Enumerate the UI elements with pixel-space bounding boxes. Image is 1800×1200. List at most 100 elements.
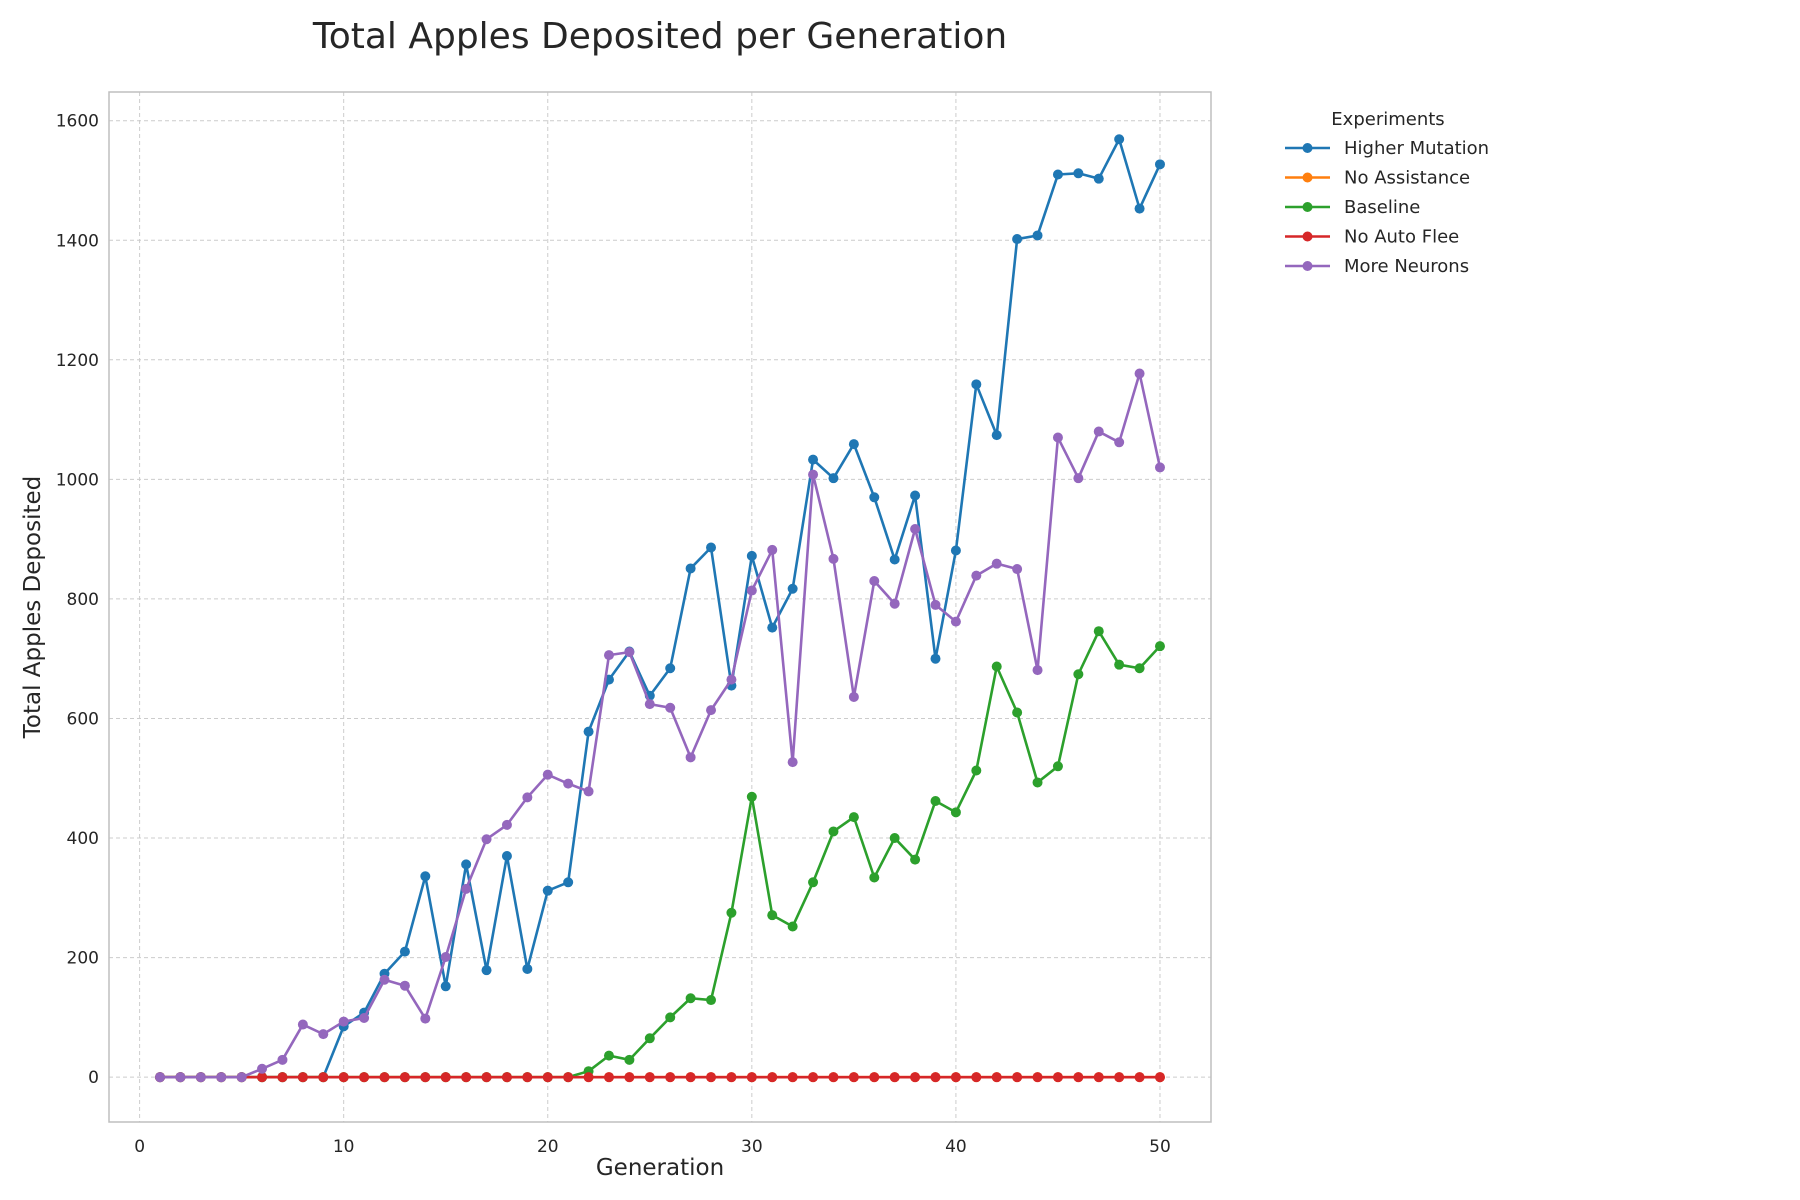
data-point — [1093, 1072, 1104, 1083]
legend-item-baseline: Baseline — [1285, 197, 1420, 218]
data-point — [501, 850, 512, 861]
data-point — [910, 854, 921, 865]
data-point — [991, 661, 1002, 672]
data-point — [624, 1054, 635, 1065]
data-point — [1052, 432, 1063, 443]
plot-area — [108, 91, 1212, 1123]
data-point — [318, 1029, 329, 1040]
data-point — [971, 765, 982, 776]
data-point — [746, 1072, 757, 1083]
data-point — [869, 492, 880, 503]
x-tick-label: 10 — [333, 1137, 355, 1157]
legend-label: Higher Mutation — [1344, 138, 1489, 159]
data-point — [583, 1072, 594, 1083]
data-point — [542, 885, 553, 896]
data-point — [930, 599, 941, 610]
chart-title: Total Apples Deposited per Generation — [312, 16, 1007, 57]
series-no-auto-flee — [155, 1072, 1165, 1083]
data-point — [685, 993, 696, 1004]
data-point — [522, 963, 533, 974]
data-point — [1012, 707, 1023, 718]
data-point — [1114, 659, 1125, 670]
data-point — [746, 550, 757, 561]
data-point — [379, 974, 390, 985]
x-tick-label: 30 — [741, 1137, 763, 1157]
legend-item-no-assistance: No Assistance — [1285, 168, 1470, 189]
data-point — [461, 883, 472, 894]
data-point — [1134, 203, 1145, 214]
series-line-more-neurons — [160, 372, 1162, 1079]
series-higher-mutation — [155, 134, 1165, 1083]
data-point — [461, 859, 472, 870]
data-point — [848, 1072, 859, 1083]
data-point — [1154, 1072, 1165, 1083]
data-point — [1114, 437, 1125, 448]
data-point — [583, 786, 594, 797]
data-point — [1012, 564, 1023, 575]
data-point — [767, 622, 778, 633]
data-point — [787, 1072, 798, 1083]
data-point — [665, 702, 676, 713]
legend-item-higher-mutation: Higher Mutation — [1285, 138, 1489, 159]
data-point — [1052, 761, 1063, 772]
x-tick-label: 0 — [134, 1137, 145, 1157]
data-point — [420, 1072, 431, 1083]
data-point — [297, 1019, 308, 1030]
data-point — [440, 981, 451, 992]
data-point — [155, 1072, 166, 1083]
data-point — [726, 674, 737, 685]
legend: Experiments Higher Mutation No Assistance… — [1285, 109, 1489, 277]
y-axis-ticks: 0 200 400 600 800 1000 1200 1400 1600 — [56, 112, 99, 1088]
data-point — [746, 791, 757, 802]
data-point — [236, 1072, 247, 1083]
data-point — [1114, 134, 1125, 145]
data-point — [277, 1072, 288, 1083]
data-point — [910, 1072, 921, 1083]
data-point — [1012, 1072, 1023, 1083]
data-point — [563, 877, 574, 888]
legend-label: No Assistance — [1344, 168, 1470, 189]
series-baseline — [155, 626, 1165, 1083]
data-point — [644, 1072, 655, 1083]
data-point — [869, 575, 880, 586]
data-point — [910, 490, 921, 501]
x-axis-label: Generation — [596, 1155, 724, 1181]
data-point — [848, 439, 859, 450]
data-point — [522, 1072, 533, 1083]
data-point — [971, 570, 982, 581]
data-point — [991, 430, 1002, 441]
data-point — [685, 563, 696, 574]
data-point — [828, 826, 839, 837]
x-tick-label: 50 — [1149, 1137, 1171, 1157]
data-point — [542, 769, 553, 780]
data-point — [808, 877, 819, 888]
data-point — [930, 653, 941, 664]
series-more-neurons — [155, 368, 1165, 1083]
data-point — [379, 1072, 390, 1083]
data-point — [889, 554, 900, 565]
y-tick-label: 400 — [67, 829, 99, 849]
x-axis-ticks: 0 10 20 30 40 50 — [134, 1137, 1171, 1157]
data-point — [1073, 1072, 1084, 1083]
data-point — [726, 1072, 737, 1083]
data-point — [685, 752, 696, 763]
data-point — [1073, 168, 1084, 179]
data-point — [1134, 368, 1145, 379]
data-point — [257, 1072, 268, 1083]
y-tick-label: 1400 — [56, 231, 99, 251]
data-point — [359, 1072, 370, 1083]
data-point — [828, 1072, 839, 1083]
data-point — [1114, 1072, 1125, 1083]
data-point — [277, 1054, 288, 1065]
y-tick-label: 1000 — [56, 470, 99, 490]
data-point — [583, 726, 594, 737]
data-point — [950, 807, 961, 818]
data-point — [665, 663, 676, 674]
data-point — [1093, 426, 1104, 437]
legend-marker — [1302, 143, 1313, 153]
data-point — [848, 691, 859, 702]
y-tick-label: 200 — [67, 949, 99, 969]
legend-item-more-neurons: More Neurons — [1285, 256, 1469, 277]
data-point — [706, 542, 717, 553]
